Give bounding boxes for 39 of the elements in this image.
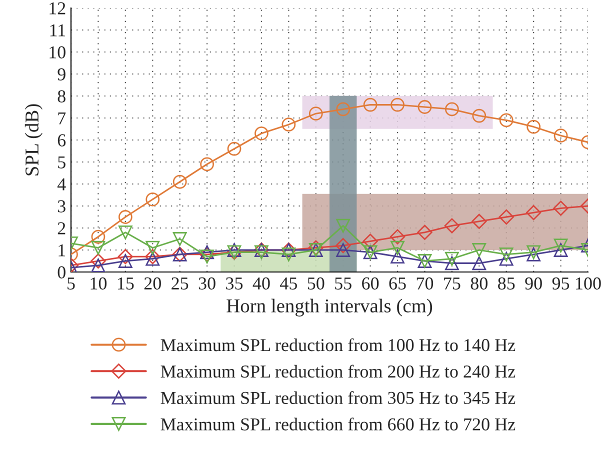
y-tick-label: 7: [58, 112, 66, 124]
x-tick-label: 35: [226, 277, 243, 290]
x-tick-label: 5: [68, 278, 75, 290]
y-tick-label: 9: [58, 68, 66, 80]
x-tick-label: 60: [362, 277, 379, 290]
x-tick-label: 15: [118, 277, 134, 290]
x-tick-label: 75: [444, 278, 460, 290]
x-tick-label: 55: [335, 278, 352, 290]
y-tick-label: 12: [50, 2, 66, 14]
x-tick-label: 50: [308, 277, 324, 290]
y-tick-label: 1: [58, 244, 66, 256]
x-tick-label: 85: [498, 277, 515, 290]
y-axis-title: SPL (dB): [24, 104, 43, 176]
legend-label: Maximum SPL reduction from 660 Hz to 720 Hz: [160, 418, 516, 430]
y-tick-label: 10: [50, 46, 66, 58]
y-tick-label: 4: [57, 178, 66, 190]
y-tick-label: 0: [58, 266, 66, 278]
x-tick-label: 95: [552, 277, 570, 290]
x-tick-label: 20: [144, 277, 161, 290]
y-tick-label: 11: [50, 24, 66, 36]
x-tick-label: 45: [280, 278, 298, 290]
x-tick-label: 40: [252, 277, 270, 290]
y-tick-label: 5: [58, 156, 66, 168]
x-tick-label: 65: [389, 277, 406, 290]
x-tick-label: 30: [198, 277, 216, 290]
y-tick-label: 6: [58, 134, 66, 146]
legend-label: Maximum SPL reduction from 100 Hz to 140 Hz: [160, 338, 516, 352]
x-tick-label: 90: [525, 277, 542, 290]
x-tick-label: 10: [90, 277, 107, 290]
y-tick-label: 2: [58, 222, 66, 234]
legend-label: Maximum SPL reduction from 200 Hz to 240 Hz: [160, 364, 516, 378]
x-tick-label: 70: [416, 277, 434, 290]
y-tick-label: 3: [58, 200, 66, 212]
x-tick-label: 25: [172, 277, 188, 290]
x-axis-title: Horn length intervals (cm): [226, 298, 432, 316]
y-tick-label: 8: [58, 90, 66, 102]
x-tick-label: 80: [470, 277, 488, 290]
legend-label: Maximum SPL reduction from 305 Hz to 345 Hz: [160, 391, 516, 404]
x-tick-label: 100: [576, 277, 601, 290]
